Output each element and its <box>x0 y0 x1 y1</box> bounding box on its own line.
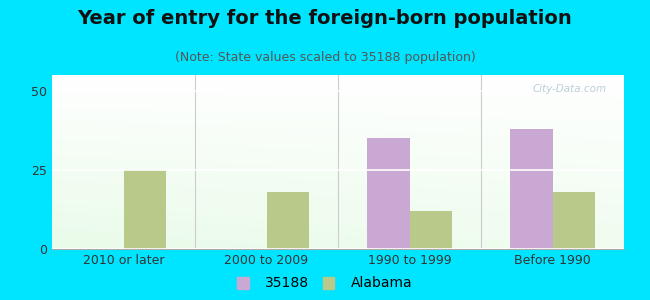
Bar <box>552 192 595 249</box>
Text: Year of entry for the foreign-born population: Year of entry for the foreign-born popul… <box>77 9 573 28</box>
Legend: 35188, Alabama: 35188, Alabama <box>237 276 413 290</box>
Text: City-Data.com: City-Data.com <box>533 84 607 94</box>
Bar <box>266 192 309 249</box>
Bar <box>367 138 410 249</box>
Bar <box>410 211 452 249</box>
Text: (Note: State values scaled to 35188 population): (Note: State values scaled to 35188 popu… <box>175 51 475 64</box>
Bar <box>510 129 552 249</box>
Bar <box>124 170 166 249</box>
